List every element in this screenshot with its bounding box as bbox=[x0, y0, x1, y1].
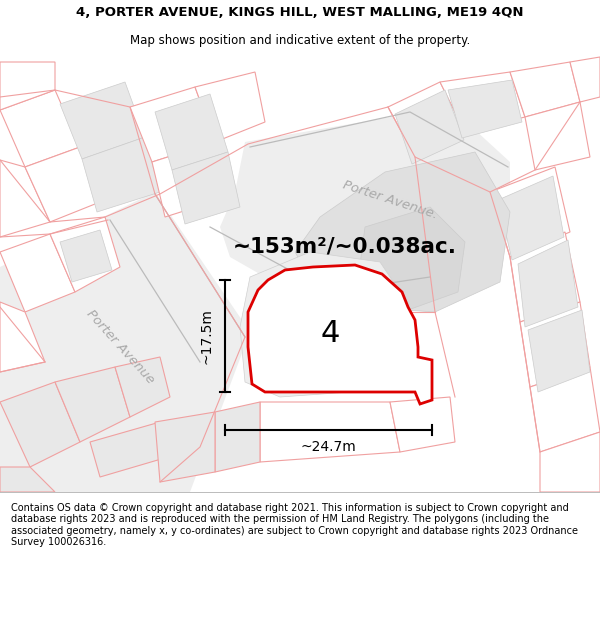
Polygon shape bbox=[540, 432, 600, 492]
Polygon shape bbox=[152, 142, 228, 217]
Polygon shape bbox=[528, 310, 590, 392]
Text: ~24.7m: ~24.7m bbox=[301, 440, 356, 454]
Polygon shape bbox=[490, 167, 570, 257]
Text: 4, PORTER AVENUE, KINGS HILL, WEST MALLING, ME19 4QN: 4, PORTER AVENUE, KINGS HILL, WEST MALLI… bbox=[76, 6, 524, 19]
Polygon shape bbox=[530, 367, 600, 452]
Text: ~17.5m: ~17.5m bbox=[200, 308, 214, 364]
Text: ~153m²/~0.038ac.: ~153m²/~0.038ac. bbox=[233, 237, 457, 257]
Polygon shape bbox=[440, 72, 525, 132]
Polygon shape bbox=[395, 90, 464, 164]
Polygon shape bbox=[195, 72, 265, 142]
Polygon shape bbox=[390, 397, 455, 452]
Polygon shape bbox=[0, 62, 55, 110]
Polygon shape bbox=[388, 82, 465, 157]
Polygon shape bbox=[215, 402, 260, 472]
Polygon shape bbox=[240, 252, 400, 397]
Polygon shape bbox=[518, 240, 578, 327]
Polygon shape bbox=[55, 367, 130, 442]
Polygon shape bbox=[82, 137, 160, 212]
Polygon shape bbox=[0, 234, 75, 312]
Polygon shape bbox=[60, 82, 145, 159]
Polygon shape bbox=[355, 207, 465, 310]
Text: Porter Avenue.: Porter Avenue. bbox=[341, 179, 439, 221]
Polygon shape bbox=[172, 152, 240, 224]
Text: 4: 4 bbox=[320, 319, 340, 349]
Polygon shape bbox=[220, 107, 510, 297]
Polygon shape bbox=[520, 302, 590, 387]
Polygon shape bbox=[115, 357, 170, 417]
Polygon shape bbox=[50, 217, 120, 292]
Polygon shape bbox=[130, 87, 215, 162]
Text: Porter Avenue: Porter Avenue bbox=[83, 308, 157, 386]
Polygon shape bbox=[90, 422, 168, 477]
Polygon shape bbox=[0, 382, 80, 467]
Polygon shape bbox=[510, 232, 580, 322]
Polygon shape bbox=[0, 90, 80, 167]
Polygon shape bbox=[60, 230, 112, 282]
Polygon shape bbox=[155, 412, 215, 482]
Polygon shape bbox=[448, 80, 522, 138]
Polygon shape bbox=[570, 57, 600, 102]
Polygon shape bbox=[258, 282, 350, 377]
Polygon shape bbox=[525, 102, 590, 170]
Polygon shape bbox=[248, 265, 432, 404]
Polygon shape bbox=[25, 147, 100, 222]
Polygon shape bbox=[0, 467, 55, 492]
Polygon shape bbox=[0, 302, 45, 372]
Text: Contains OS data © Crown copyright and database right 2021. This information is : Contains OS data © Crown copyright and d… bbox=[11, 503, 578, 548]
Polygon shape bbox=[155, 94, 228, 170]
Polygon shape bbox=[0, 192, 250, 492]
Polygon shape bbox=[295, 152, 510, 312]
Text: Map shows position and indicative extent of the property.: Map shows position and indicative extent… bbox=[130, 34, 470, 47]
Polygon shape bbox=[0, 160, 50, 237]
Polygon shape bbox=[510, 62, 580, 117]
Polygon shape bbox=[498, 176, 564, 260]
Polygon shape bbox=[260, 402, 400, 462]
